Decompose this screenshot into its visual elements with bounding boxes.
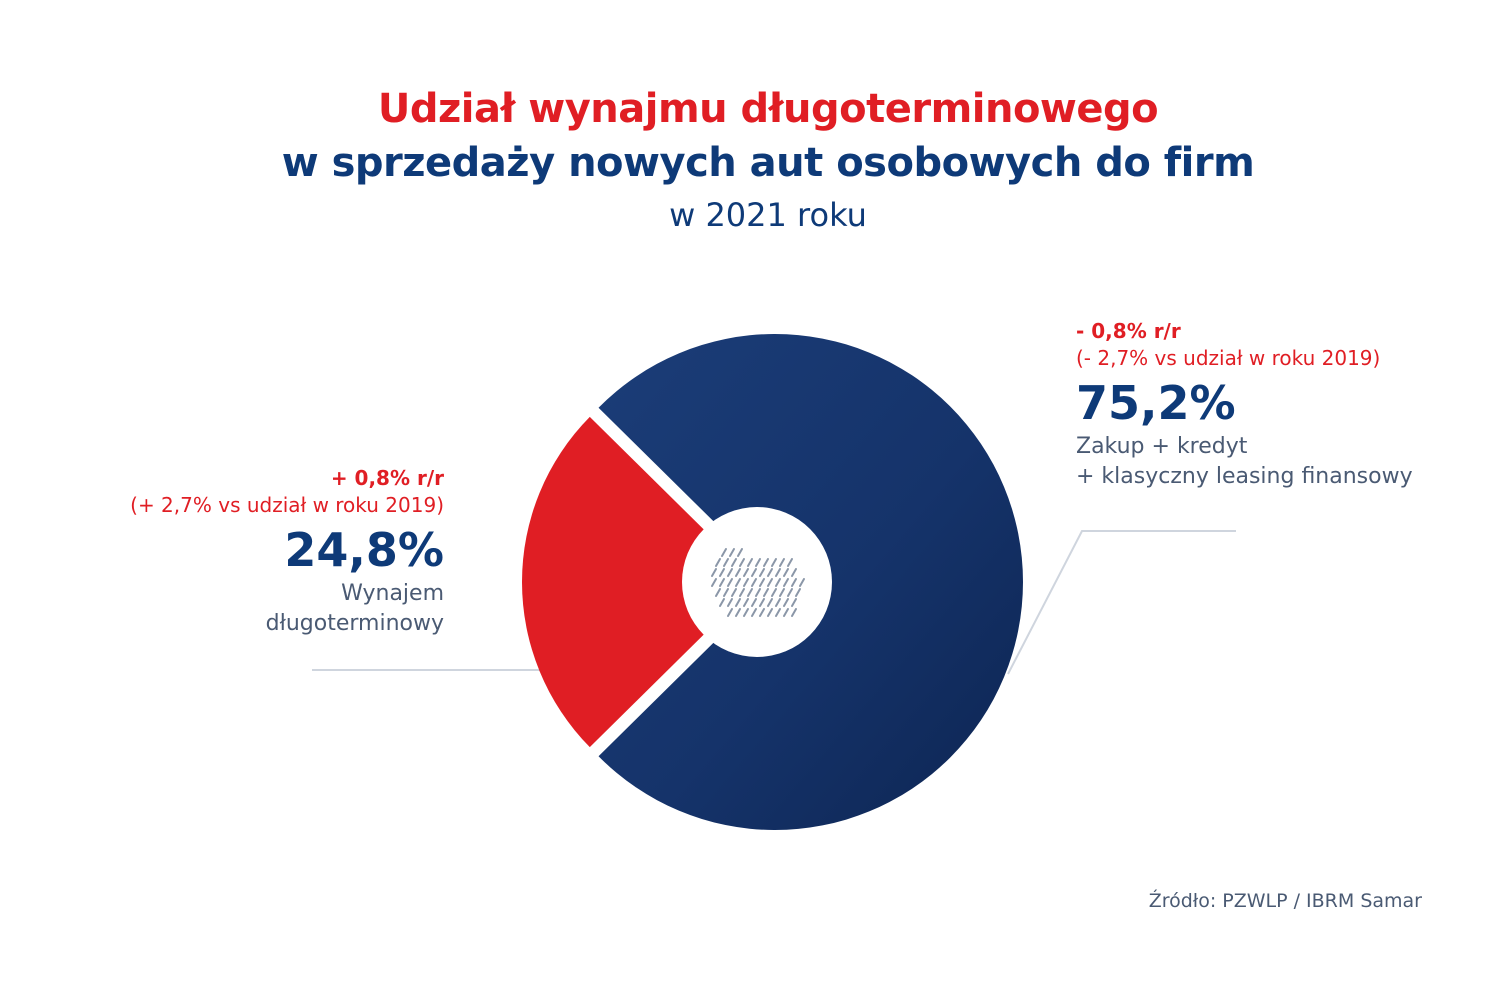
map-dot — [719, 598, 725, 607]
map-dot — [739, 558, 745, 567]
map-dot — [743, 598, 749, 607]
map-dot — [727, 598, 733, 607]
map-dot — [783, 598, 789, 607]
map-dot — [791, 578, 797, 587]
map-dot — [767, 608, 773, 617]
map-dot — [775, 598, 781, 607]
map-dot — [731, 588, 737, 597]
map-dot — [787, 588, 793, 597]
map-dot — [759, 568, 765, 577]
map-dot — [755, 588, 761, 597]
purchase-change: - 0,8% r/r — [1076, 319, 1181, 343]
map-dot — [799, 578, 805, 587]
map-dot — [743, 568, 749, 577]
map-dot — [755, 558, 761, 567]
purchase-percent: 75,2% — [1076, 376, 1236, 430]
map-dot — [719, 568, 725, 577]
purchase-desc-line-2: + klasyczny leasing finansowy — [1076, 464, 1413, 489]
map-dot — [779, 588, 785, 597]
rental-desc-line-2: długoterminowy — [265, 611, 444, 636]
map-dot — [775, 608, 781, 617]
map-dot — [751, 568, 757, 577]
map-dot — [751, 608, 757, 617]
map-dot — [791, 568, 797, 577]
slice-long-term-rental — [522, 416, 757, 748]
chart-title-line-2: w sprzedaży nowych aut osobowych do firm — [281, 140, 1255, 186]
map-dot — [751, 598, 757, 607]
chart-subtitle: w 2021 roku — [669, 196, 867, 234]
map-dot — [735, 578, 741, 587]
map-dot — [711, 568, 717, 577]
map-dot — [711, 578, 717, 587]
map-dot — [767, 578, 773, 587]
map-dot — [731, 558, 737, 567]
map-dot — [759, 598, 765, 607]
map-dot — [739, 588, 745, 597]
leader-line-right — [1007, 530, 1236, 675]
map-dot — [737, 548, 743, 557]
label-rental: + 0,8% r/r (+ 2,7% vs udział w roku 2019… — [130, 465, 444, 639]
map-dot — [795, 588, 801, 597]
purchase-desc-line-1: Zakup + kredyt — [1076, 434, 1248, 459]
map-dot — [783, 568, 789, 577]
source-note: Źródło: PZWLP / IBRM Samar — [1148, 890, 1422, 912]
purchase-comparison: (- 2,7% vs udział w roku 2019) — [1076, 346, 1381, 370]
map-dot — [759, 608, 765, 617]
map-dot — [727, 568, 733, 577]
poland-map-icon — [711, 548, 805, 617]
map-dot — [727, 608, 733, 617]
map-dot — [715, 588, 721, 597]
donut-hole — [682, 507, 832, 657]
map-dot — [767, 568, 773, 577]
map-dot — [771, 558, 777, 567]
map-dot — [735, 598, 741, 607]
map-dot — [775, 578, 781, 587]
map-dot — [735, 568, 741, 577]
map-dot — [723, 558, 729, 567]
label-purchase: - 0,8% r/r (- 2,7% vs udział w roku 2019… — [1076, 318, 1413, 492]
map-dot — [759, 578, 765, 587]
map-dot — [719, 578, 725, 587]
rental-desc-line-1: Wynajem — [341, 581, 444, 606]
map-dot — [721, 548, 727, 557]
map-dot — [723, 588, 729, 597]
map-dot — [727, 578, 733, 587]
rental-change: + 0,8% r/r — [330, 466, 444, 490]
map-dot — [751, 578, 757, 587]
map-dot — [735, 608, 741, 617]
map-dot — [729, 548, 735, 557]
rental-comparison: (+ 2,7% vs udział w roku 2019) — [130, 493, 444, 517]
map-dot — [779, 558, 785, 567]
map-dot — [775, 568, 781, 577]
map-dot — [747, 588, 753, 597]
map-dot — [783, 578, 789, 587]
map-dot — [743, 608, 749, 617]
map-dot — [771, 588, 777, 597]
chart-title-line-1: Udział wynajmu długoterminowego — [377, 86, 1159, 132]
map-dot — [747, 558, 753, 567]
map-dot — [763, 558, 769, 567]
map-dot — [715, 558, 721, 567]
rental-percent: 24,8% — [284, 523, 444, 577]
map-dot — [767, 598, 773, 607]
map-dot — [743, 578, 749, 587]
map-dot — [791, 608, 797, 617]
map-dot — [791, 598, 797, 607]
map-dot — [787, 558, 793, 567]
map-dot — [783, 608, 789, 617]
map-dot — [763, 588, 769, 597]
